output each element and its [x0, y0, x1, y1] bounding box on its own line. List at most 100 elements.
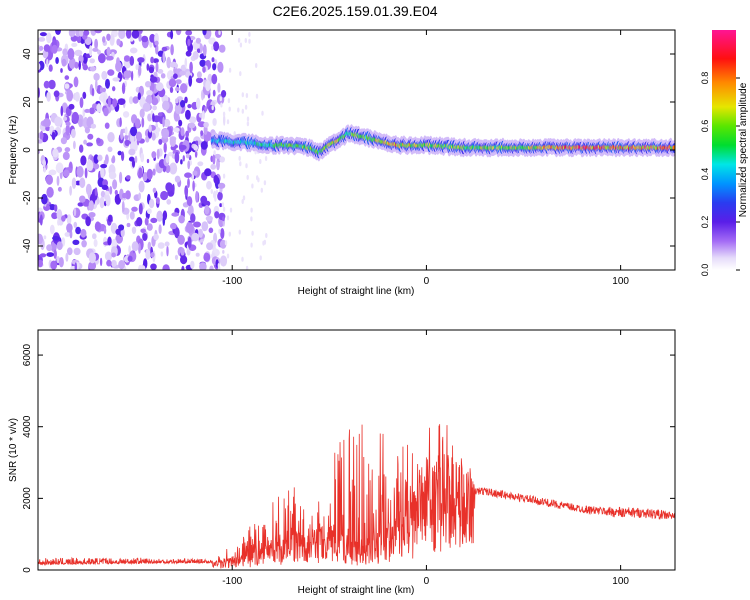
- heatmap-cell: [245, 163, 248, 169]
- heatmap-cell: [94, 221, 101, 232]
- heatmap-cell: [158, 138, 163, 145]
- heatmap-cell: [38, 37, 46, 42]
- heatmap-cell: [127, 255, 133, 262]
- heatmap-cell: [208, 227, 214, 234]
- heatmap-cell: [241, 108, 244, 114]
- heatmap-cell: [150, 56, 155, 64]
- heatmap-cell: [105, 194, 111, 207]
- heatmap-cell: [184, 57, 188, 68]
- heatmap-cell: [173, 73, 178, 79]
- heatmap-cell: [246, 174, 249, 180]
- heatmap-cell: [94, 187, 98, 197]
- heatmap-cell: [191, 173, 195, 180]
- heatmap-cell: [79, 30, 84, 37]
- heatmap-cell: [191, 232, 200, 242]
- heatmap-cell: [155, 82, 164, 92]
- heatmap-cell: [185, 153, 190, 159]
- heatmap-cell: [46, 244, 53, 252]
- snr-frame: [37, 329, 676, 571]
- heatmap-cell: [187, 104, 192, 109]
- heatmap-cell: [74, 61, 79, 69]
- heatmap-cell: [111, 252, 116, 258]
- snr-x-axis-label: Height of straight line (km): [298, 585, 415, 596]
- heatmap-cell: [149, 76, 158, 83]
- heatmap-cell: [39, 253, 47, 258]
- heatmap-cell: [166, 199, 171, 205]
- heatmap-cell: [119, 171, 123, 184]
- heatmap-cell: [150, 263, 157, 270]
- heatmap-cell: [219, 239, 227, 249]
- heatmap-cell: [148, 124, 152, 133]
- heatmap-cell: [62, 48, 68, 57]
- heatmap-cell: [259, 255, 262, 261]
- heatmap-cell: [201, 221, 209, 232]
- heatmap-cell: [175, 87, 180, 92]
- heatmap-cell: [188, 122, 196, 129]
- heatmap-cell: [129, 47, 138, 54]
- heatmap-cell: [122, 192, 127, 199]
- heatmap-cell: [156, 148, 160, 160]
- heatmap-cell: [226, 215, 230, 221]
- heatmap-cell: [65, 252, 69, 262]
- heatmap-cell: [224, 240, 228, 246]
- heatmap-cell: [217, 191, 223, 201]
- heatmap-cell: [148, 66, 155, 74]
- heatmap-cell: [174, 227, 180, 239]
- heatmap-cell: [68, 57, 76, 69]
- heatmap-cell: [80, 155, 87, 166]
- heatmap-cell: [210, 163, 217, 170]
- heatmap-cell: [242, 195, 246, 201]
- heatmap-cell: [160, 190, 169, 201]
- heatmap-cell: [214, 211, 220, 219]
- heatmap-cell: [218, 30, 221, 35]
- heatmap-cell: [109, 186, 113, 195]
- heatmap-cell: [187, 38, 191, 47]
- colorbar-ticks: 0.0 0.2 0.4 0.6 0.8: [700, 72, 740, 276]
- heatmap-cell: [212, 153, 216, 165]
- heatmap-cell: [174, 254, 179, 260]
- heatmap-cell: [132, 96, 139, 104]
- heatmap-cell: [107, 69, 115, 76]
- heatmap-cell: [146, 158, 150, 164]
- heatmap-cell: [129, 35, 134, 42]
- heatmap-cell: [190, 260, 195, 269]
- heatmap-cell: [106, 259, 112, 267]
- heatmap-cell: [196, 97, 201, 110]
- heatmap-cell: [88, 261, 97, 270]
- heatmap-cell: [68, 103, 75, 110]
- heatmap-cell: [203, 121, 209, 128]
- heatmap-cell: [218, 228, 221, 234]
- heatmap-cell: [163, 118, 171, 128]
- heatmap-cell: [222, 216, 225, 222]
- heatmap-cell: [131, 30, 140, 39]
- heatmap-cell: [116, 38, 121, 46]
- heatmap-cell: [38, 259, 43, 268]
- heatmap-cell: [93, 73, 100, 81]
- heatmap-cell: [138, 167, 143, 178]
- heatmap-cell: [169, 162, 178, 175]
- heatmap-cell: [73, 221, 78, 228]
- heatmap-cell: [52, 236, 60, 241]
- heatmap-cell: [74, 91, 80, 102]
- heatmap-cell: [146, 94, 153, 105]
- heatmap-cell: [73, 247, 81, 256]
- heatmap-cell: [255, 63, 258, 68]
- heatmap-cell: [138, 180, 145, 193]
- heatmap-cell: [62, 151, 70, 161]
- heatmap-cell: [194, 151, 198, 158]
- heatmap-cell: [76, 166, 84, 178]
- y-tick-label: 2000: [22, 487, 33, 510]
- heatmap-cell: [82, 108, 86, 117]
- heatmap-cell: [228, 231, 231, 237]
- heatmap-cell: [141, 35, 149, 43]
- heatmap-cell: [124, 134, 129, 140]
- heatmap-cell: [161, 128, 170, 139]
- heatmap-cell: [162, 210, 168, 221]
- heatmap-cell: [214, 153, 221, 159]
- heatmap-cell: [58, 257, 64, 268]
- heatmap-cell: [38, 139, 43, 144]
- heatmap-cell: [151, 97, 159, 106]
- figure-title: C2E6.2025.159.01.39.E04: [272, 3, 437, 19]
